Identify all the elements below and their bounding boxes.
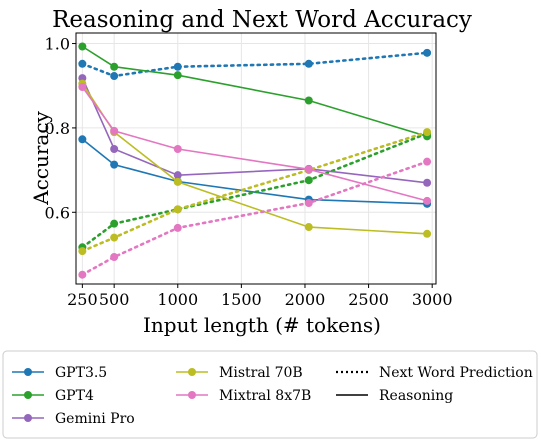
legend: GPT3.5 GPT4 Gemini Pro Mistral 70B Mixtral 8… — [2, 350, 538, 439]
x-axis-label: Input length (# tokens) — [143, 313, 381, 337]
legend-label: Gemini Pro — [55, 411, 135, 427]
reasoning-line — [81, 86, 428, 202]
y-axis-label: Accuracy — [29, 110, 53, 205]
x-axis: 250 500 1000 1500 2000 2500 3000 — [67, 284, 453, 309]
data-point — [173, 177, 182, 186]
data-point — [78, 59, 87, 68]
legend-item-mistral-70b: Mistral 70B — [176, 365, 303, 381]
data-point — [304, 96, 313, 105]
data-point — [304, 223, 313, 232]
next-word-line — [81, 51, 429, 78]
x-tick-label: 2500 — [348, 290, 389, 309]
data-point — [110, 62, 119, 71]
grid — [76, 33, 436, 284]
data-point — [78, 74, 87, 83]
y-tick-label: 0.8 — [45, 119, 70, 138]
data-point — [110, 126, 119, 135]
series-mistral-70b — [78, 79, 432, 256]
data-point — [173, 205, 182, 214]
data-point — [173, 223, 182, 232]
data-point — [110, 253, 119, 262]
chart-title: Reasoning and Next Word Accuracy — [52, 7, 472, 33]
data-point — [110, 219, 119, 228]
legend-swatch-marker — [188, 368, 196, 376]
data-point — [78, 135, 87, 144]
data-point — [423, 157, 432, 166]
data-point — [423, 178, 432, 187]
data-point — [423, 48, 432, 57]
legend-label: Reasoning — [379, 388, 453, 404]
plot-series — [78, 42, 432, 279]
plot-frame — [75, 32, 437, 285]
data-point — [110, 160, 119, 169]
legend-label: Next Word Prediction — [379, 365, 533, 381]
x-tick-label: 2000 — [285, 290, 326, 309]
reasoning-line — [81, 45, 428, 138]
data-point — [78, 270, 87, 279]
data-point — [304, 59, 313, 68]
data-point — [78, 42, 87, 51]
legend-swatch-marker — [24, 368, 32, 376]
legend-label: Mixtral 8x7B — [219, 388, 311, 404]
data-point — [423, 128, 432, 137]
y-axis: 0.6 0.8 1.0 — [45, 35, 76, 222]
data-point — [423, 196, 432, 205]
series-gpt4 — [78, 42, 432, 252]
data-point — [173, 171, 182, 180]
legend-label: GPT3.5 — [55, 365, 107, 381]
reasoning-line — [81, 77, 428, 184]
data-point — [304, 199, 313, 208]
data-point — [304, 165, 313, 174]
legend-item-gemini-pro: Gemini Pro — [12, 411, 135, 427]
x-tick-label: 250 — [67, 290, 98, 309]
data-point — [110, 72, 119, 81]
legend-label: Mistral 70B — [219, 365, 303, 381]
legend-swatch-marker — [188, 391, 196, 399]
data-point — [78, 82, 87, 91]
legend-item-next-word-prediction: Next Word Prediction — [336, 365, 533, 381]
data-point — [173, 145, 182, 154]
data-point — [173, 62, 182, 71]
reasoning-line — [81, 83, 428, 235]
series-mixtral-8x7b — [78, 82, 432, 279]
data-point — [173, 71, 182, 80]
legend-label: GPT4 — [55, 388, 94, 404]
next-word-line — [81, 130, 429, 253]
legend-item-gpt3-5: GPT3.5 — [12, 365, 107, 381]
series-gemini-pro — [78, 74, 432, 187]
data-point — [78, 247, 87, 256]
x-tick-label: 1500 — [221, 290, 262, 309]
data-point — [110, 145, 119, 154]
legend-item-mixtral-8x7b: Mixtral 8x7B — [176, 388, 311, 404]
legend-box — [2, 350, 538, 439]
legend-swatch-marker — [24, 414, 32, 422]
x-tick-label: 500 — [99, 290, 130, 309]
legend-item-reasoning: Reasoning — [336, 388, 453, 404]
y-tick-label: 1.0 — [45, 35, 70, 54]
data-point — [423, 229, 432, 238]
legend-item-gpt4: GPT4 — [12, 388, 94, 404]
data-point — [110, 233, 119, 242]
x-tick-label: 1000 — [157, 290, 198, 309]
legend-swatch-marker — [24, 391, 32, 399]
x-tick-label: 3000 — [412, 290, 453, 309]
y-tick-label: 0.6 — [45, 203, 70, 222]
data-point — [304, 176, 313, 185]
